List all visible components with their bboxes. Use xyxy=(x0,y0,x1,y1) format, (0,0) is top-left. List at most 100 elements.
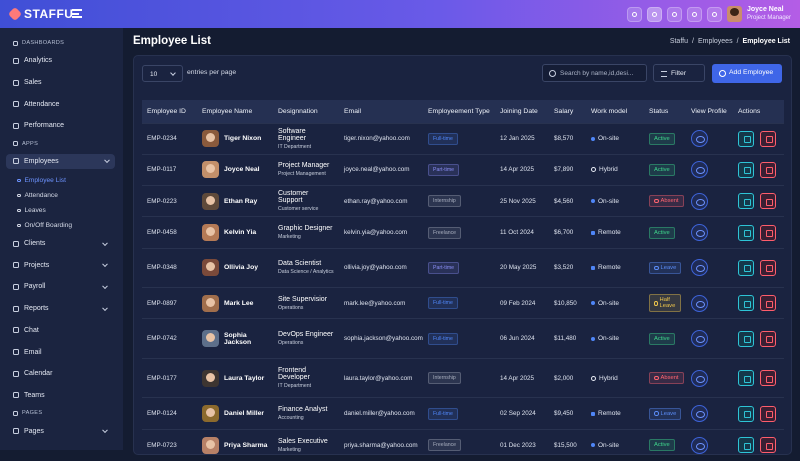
view-profile-button[interactable] xyxy=(691,294,708,312)
work-model-marker xyxy=(591,199,595,204)
breadcrumb-item[interactable]: Staffu xyxy=(669,38,688,45)
nav-subitem[interactable]: On/Off Boarding xyxy=(0,218,123,233)
edit-button[interactable] xyxy=(738,437,754,454)
employee-name[interactable]: Ollivia Joy xyxy=(224,264,259,272)
column-header: Joining Date xyxy=(495,100,549,123)
delete-button[interactable] xyxy=(760,224,776,241)
type-badge: Internship xyxy=(428,372,461,385)
breadcrumb-item[interactable]: Employees xyxy=(697,38,733,45)
type-cell: Full-time xyxy=(423,122,495,155)
fullscreen-button[interactable] xyxy=(667,7,682,22)
view-profile-button[interactable] xyxy=(691,161,708,179)
work-model-cell: On-site xyxy=(586,318,644,359)
edit-button[interactable] xyxy=(738,224,754,241)
delete-button[interactable] xyxy=(760,437,776,454)
nav-item[interactable]: Clients xyxy=(0,233,123,255)
page-size-select[interactable]: 10 xyxy=(142,65,183,82)
nav-item[interactable]: Analytics xyxy=(0,50,123,72)
nav-label: Clients xyxy=(24,240,46,248)
edit-button[interactable] xyxy=(738,405,754,422)
type-badge: Part-time xyxy=(428,163,460,176)
view-profile-button[interactable] xyxy=(691,405,708,423)
employee-name[interactable]: Daniel Miller xyxy=(224,410,265,418)
work-model-cell: Hybrid xyxy=(586,357,644,398)
nav-item[interactable]: Chat xyxy=(0,320,123,342)
theme-button[interactable] xyxy=(647,7,662,22)
nav-subitem[interactable]: Employee List xyxy=(0,173,123,188)
bullet xyxy=(17,178,21,182)
column-header: Employee Name xyxy=(197,100,273,123)
salary: $9,450 xyxy=(549,397,586,430)
nav-item[interactable]: Teams xyxy=(0,385,123,407)
view-profile-button[interactable] xyxy=(691,259,708,277)
nav-item[interactable]: Email xyxy=(0,341,123,363)
filter-button[interactable]: Filter xyxy=(653,64,705,82)
add-employee-button[interactable]: Add Employee xyxy=(712,64,782,83)
edit-button[interactable] xyxy=(738,130,754,147)
status-label: Leave xyxy=(660,264,677,271)
search-input[interactable]: Search by name,id,desi... xyxy=(542,64,647,82)
edit-button[interactable] xyxy=(738,193,754,210)
bullet xyxy=(17,193,21,197)
edit-button[interactable] xyxy=(738,259,754,276)
user-name[interactable]: Joyce Neal xyxy=(747,6,784,13)
nav-item[interactable]: Pages xyxy=(0,420,123,442)
delete-button[interactable] xyxy=(760,405,776,422)
delete-button[interactable] xyxy=(760,130,776,147)
nav-icon xyxy=(13,158,19,165)
logo[interactable]: STAFFU xyxy=(7,6,73,22)
view-profile-button[interactable] xyxy=(691,192,708,210)
work-model-marker xyxy=(591,375,596,381)
nav-item[interactable]: Sales xyxy=(0,72,123,94)
nav-item[interactable]: Employees xyxy=(6,153,115,169)
designation-cell: Graphic Designer Marketing xyxy=(273,216,339,249)
delete-button[interactable] xyxy=(760,161,776,178)
edit-button[interactable] xyxy=(738,330,754,347)
work-model-label: On-site xyxy=(598,335,619,343)
employee-name[interactable]: Ethan Ray xyxy=(224,197,258,205)
nav-subitem[interactable]: Attendance xyxy=(0,188,123,203)
notifications-button[interactable] xyxy=(707,7,722,22)
employee-name[interactable]: Laura Taylor xyxy=(224,374,265,382)
employee-name[interactable]: Mark Lee xyxy=(224,299,254,307)
delete-button[interactable] xyxy=(760,193,776,210)
delete-button[interactable] xyxy=(760,330,776,347)
view-profile-button[interactable] xyxy=(691,330,708,348)
work-model: Remote xyxy=(591,229,639,236)
delete-button[interactable] xyxy=(760,259,776,276)
view-profile-button[interactable] xyxy=(691,436,708,454)
status-badge: Active xyxy=(649,132,675,145)
view-cell xyxy=(686,357,733,398)
nav-item[interactable]: Reports xyxy=(0,298,123,320)
settings-button[interactable] xyxy=(687,7,702,22)
status-cell: Leave xyxy=(644,397,686,430)
employee-name[interactable]: Tiger Nixon xyxy=(224,135,262,143)
edit-button[interactable] xyxy=(738,161,754,178)
search-button[interactable] xyxy=(627,7,642,22)
status-badge: Active xyxy=(649,226,675,239)
user-avatar[interactable] xyxy=(727,6,742,22)
delete-button[interactable] xyxy=(760,295,776,312)
section-label: APPS xyxy=(22,140,39,147)
employee-name[interactable]: Joyce Neal xyxy=(224,166,260,174)
designation: Project Manager xyxy=(278,162,330,170)
nav-item[interactable]: Calendar xyxy=(0,363,123,385)
view-profile-button[interactable] xyxy=(691,224,708,242)
nav-item[interactable]: Payroll xyxy=(0,276,123,298)
edit-button[interactable] xyxy=(738,370,754,387)
column-header: Status xyxy=(644,100,686,123)
nav-label: Analytics xyxy=(24,57,53,65)
employee-name[interactable]: Kelvin Yia xyxy=(224,229,257,237)
nav-item[interactable]: Performance xyxy=(0,115,123,137)
nav-item[interactable]: Attendance xyxy=(0,93,123,115)
view-profile-button[interactable] xyxy=(691,369,708,387)
menu-toggle[interactable] xyxy=(72,9,82,18)
edit-button[interactable] xyxy=(738,295,754,312)
nav-item[interactable]: Projects xyxy=(0,254,123,276)
employee-name[interactable]: Sophia Jackson xyxy=(224,331,252,346)
nav-subitem[interactable]: Leaves xyxy=(0,203,123,218)
employee-name[interactable]: Priya Sharma xyxy=(224,441,268,449)
delete-button[interactable] xyxy=(760,370,776,387)
view-profile-button[interactable] xyxy=(691,130,708,148)
employee-row: EMP-0177 Laura Taylor Frontend Developer IT… xyxy=(142,357,784,398)
